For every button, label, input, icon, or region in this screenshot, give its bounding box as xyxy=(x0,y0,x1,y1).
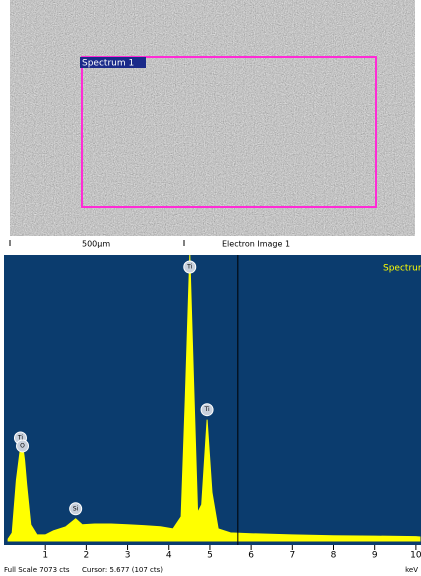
cursor-readout: Cursor: 5.677 (107 cts) xyxy=(82,566,163,574)
peak-label: Ti xyxy=(17,434,23,441)
x-tick-label: 7 xyxy=(289,551,295,561)
peak-label: O xyxy=(20,442,25,449)
x-tick-label: 5 xyxy=(207,551,213,561)
x-tick-label: 4 xyxy=(166,551,172,561)
image-caption: Electron Image 1 xyxy=(222,240,290,249)
full-scale: Full Scale 7073 cts xyxy=(4,566,70,574)
region-label: Spectrum 1 xyxy=(82,59,134,69)
peak-marker xyxy=(16,439,30,453)
peak-marker xyxy=(183,260,197,274)
x-tick-label: 10 xyxy=(410,551,421,561)
peak-label: Ti xyxy=(203,406,209,413)
x-tick-label: 9 xyxy=(372,551,378,561)
spectrum-title: Spectrum 1 xyxy=(383,264,421,274)
peak-marker xyxy=(200,403,214,417)
x-unit: keV xyxy=(405,566,418,574)
region-box xyxy=(81,56,377,208)
peak-label: Si xyxy=(73,505,79,512)
spectrum xyxy=(7,254,421,542)
x-tick-label: 1 xyxy=(42,551,48,561)
electron-image xyxy=(10,0,415,236)
x-tick-label: 2 xyxy=(84,551,90,561)
x-tick-label: 3 xyxy=(125,551,131,561)
x-axis-band xyxy=(0,545,421,563)
region-label-bg xyxy=(80,57,146,68)
scale-bar: 500µm xyxy=(82,240,110,249)
x-tick-label: 6 xyxy=(248,551,254,561)
x-tick-label: 8 xyxy=(331,551,337,561)
peak-marker xyxy=(69,502,83,516)
peak-label: Ti xyxy=(186,264,192,271)
